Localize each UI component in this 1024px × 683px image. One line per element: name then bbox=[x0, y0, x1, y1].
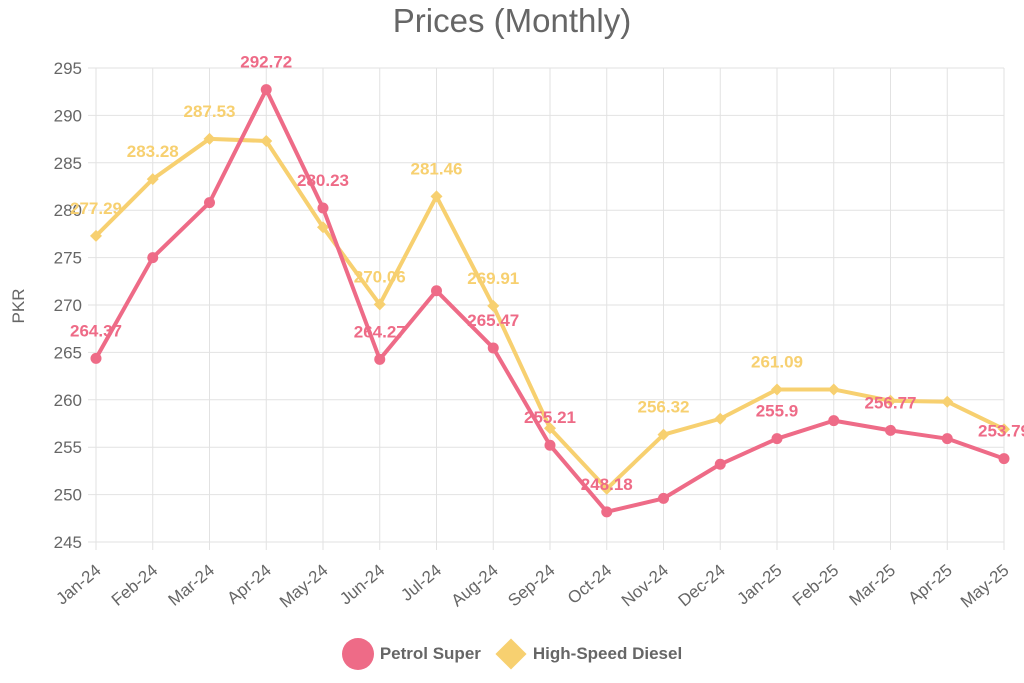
x-tick-label: Jun-24 bbox=[336, 561, 388, 609]
x-tick-label: Apr-25 bbox=[905, 561, 956, 608]
y-tick-label: 290 bbox=[54, 106, 82, 125]
legend-item-high-speed-diesel[interactable]: High-Speed Diesel bbox=[495, 638, 683, 670]
data-point bbox=[374, 353, 386, 365]
data-point bbox=[600, 482, 613, 495]
data-point bbox=[714, 412, 727, 425]
data-label: 255.21 bbox=[524, 408, 576, 427]
data-label: 277.29 bbox=[70, 199, 122, 218]
data-label: 264.37 bbox=[70, 321, 122, 340]
data-point bbox=[317, 221, 329, 234]
y-tick-label: 285 bbox=[54, 154, 82, 173]
data-label: 281.46 bbox=[411, 159, 463, 178]
data-point bbox=[487, 342, 499, 354]
x-tick-label: May-24 bbox=[276, 561, 332, 612]
x-tick-label: May-25 bbox=[957, 561, 1013, 612]
data-label: 256.32 bbox=[638, 398, 690, 417]
data-point bbox=[430, 190, 443, 203]
x-tick-label: Sep-24 bbox=[504, 561, 558, 611]
legend-diamond-marker bbox=[495, 638, 527, 670]
data-label: 269.91 bbox=[467, 269, 519, 288]
y-tick-label: 280 bbox=[54, 201, 82, 220]
legend-circle-marker bbox=[341, 638, 374, 670]
data-point bbox=[431, 285, 442, 297]
legend-label: High-Speed Diesel bbox=[532, 644, 683, 663]
data-label: 265.47 bbox=[467, 311, 519, 330]
data-point bbox=[771, 433, 783, 445]
data-label: 270.06 bbox=[354, 267, 406, 286]
data-label: 255.9 bbox=[756, 402, 799, 421]
x-tick-label: Mar-24 bbox=[165, 561, 218, 610]
data-point bbox=[714, 458, 726, 470]
x-tick-label: Feb-24 bbox=[108, 561, 161, 610]
data-point bbox=[203, 132, 216, 145]
data-point bbox=[827, 383, 840, 396]
x-tick-label: Mar-25 bbox=[846, 561, 899, 610]
data-label-layer: 277.29 283.28 287.53 270.06 281.46 269.91 256.… bbox=[70, 53, 1024, 494]
x-tick-label: Oct-24 bbox=[564, 561, 615, 608]
data-point bbox=[657, 428, 670, 441]
data-point bbox=[317, 202, 329, 214]
data-label: 256.77 bbox=[865, 393, 917, 412]
data-point bbox=[373, 298, 386, 311]
data-point bbox=[147, 252, 159, 264]
data-point bbox=[260, 84, 272, 96]
x-tick-label: Dec-24 bbox=[675, 561, 729, 611]
grid-layer bbox=[88, 67, 1005, 550]
chart-title: Prices (Monthly) bbox=[392, 2, 632, 39]
data-label: 283.28 bbox=[127, 142, 179, 161]
data-point bbox=[487, 299, 500, 312]
data-point bbox=[998, 423, 1010, 436]
data-label: 253.79 bbox=[978, 422, 1024, 441]
data-label: 280.23 bbox=[297, 171, 349, 190]
data-point bbox=[658, 492, 669, 504]
data-point bbox=[90, 229, 102, 242]
legend-item-petrol-super[interactable]: Petrol Super bbox=[341, 638, 481, 670]
data-label: 248.18 bbox=[581, 475, 633, 494]
data-point bbox=[204, 197, 215, 209]
series-layer bbox=[90, 84, 1010, 518]
legend-label: Petrol Super bbox=[379, 644, 481, 663]
x-tick-label: Apr-24 bbox=[224, 561, 275, 608]
data-label: 264.27 bbox=[354, 322, 406, 341]
data-label: 292.72 bbox=[240, 53, 292, 72]
y-tick-label: 295 bbox=[54, 59, 82, 78]
y-tick-label: 250 bbox=[54, 486, 82, 505]
data-point bbox=[884, 394, 897, 407]
data-point bbox=[941, 395, 954, 408]
y-tick-label: 260 bbox=[54, 391, 82, 410]
data-point bbox=[885, 424, 896, 436]
data-point bbox=[90, 352, 102, 364]
x-tick-label: Aug-24 bbox=[448, 561, 502, 611]
y-tick-label: 275 bbox=[54, 249, 82, 268]
legend: Petrol Super High-Speed Diesel bbox=[0, 638, 1024, 670]
x-tick-label: Nov-24 bbox=[618, 561, 672, 611]
y-tick-label: 245 bbox=[54, 533, 82, 552]
data-point bbox=[146, 173, 159, 186]
data-point bbox=[941, 433, 953, 445]
data-point bbox=[601, 506, 613, 518]
data-point bbox=[544, 439, 556, 451]
data-point bbox=[771, 383, 783, 396]
y-tick-label: 270 bbox=[54, 296, 82, 315]
data-label: 261.09 bbox=[751, 352, 803, 371]
y-tick-label: 265 bbox=[54, 343, 82, 362]
x-tick-label: Jul-24 bbox=[397, 561, 445, 605]
x-tick-label: Feb-25 bbox=[789, 561, 842, 610]
x-tick-label: Jan-25 bbox=[734, 561, 786, 609]
data-point bbox=[828, 415, 840, 427]
data-point bbox=[260, 134, 273, 147]
data-point bbox=[544, 422, 556, 435]
data-point bbox=[998, 453, 1010, 465]
x-tick-label: Jan-24 bbox=[53, 561, 105, 609]
y-axis-label: PKR bbox=[9, 289, 28, 324]
data-label: 287.53 bbox=[184, 102, 236, 121]
y-tick-label: 255 bbox=[54, 438, 82, 457]
